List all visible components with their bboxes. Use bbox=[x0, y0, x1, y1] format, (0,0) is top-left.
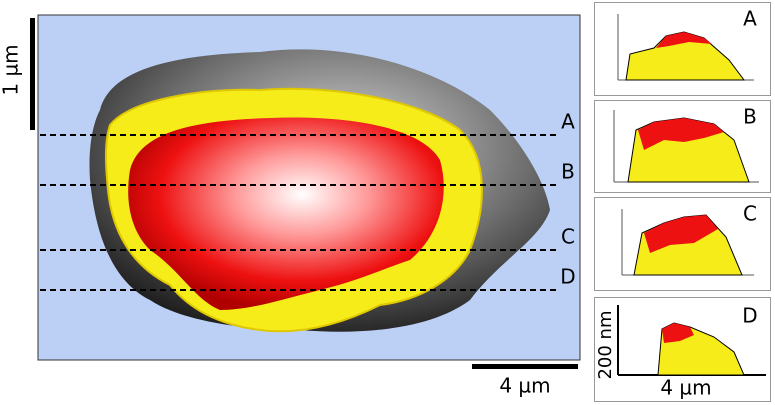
vertical-scale-label: 1 µm bbox=[0, 44, 23, 95]
vertical-scale-bar bbox=[30, 18, 35, 130]
horizontal-scale-bar bbox=[472, 364, 578, 369]
profile-core bbox=[662, 323, 694, 343]
profile-core bbox=[656, 32, 712, 48]
section-label: D bbox=[560, 265, 575, 289]
section-label: A bbox=[561, 110, 575, 134]
panel-label: C bbox=[743, 202, 757, 226]
red-region bbox=[128, 117, 444, 311]
profile-core bbox=[638, 118, 724, 150]
profile-panel: A bbox=[594, 2, 771, 96]
profile-core bbox=[644, 215, 718, 253]
section-label: B bbox=[561, 160, 575, 184]
section-label: C bbox=[561, 225, 575, 249]
profile-x-label: 4 µm bbox=[660, 376, 711, 400]
profile-panel: C bbox=[594, 197, 771, 291]
panel-label: D bbox=[742, 304, 757, 328]
profile-panel: D 200 nm 4 µm bbox=[594, 297, 771, 402]
panel-label: A bbox=[743, 7, 757, 31]
profile-y-label: 200 nm bbox=[595, 310, 616, 379]
panel-label: B bbox=[743, 105, 757, 129]
profile-panel: B bbox=[594, 100, 771, 193]
section-lines bbox=[40, 134, 560, 291]
horizontal-scale-label: 4 µm bbox=[499, 374, 550, 398]
